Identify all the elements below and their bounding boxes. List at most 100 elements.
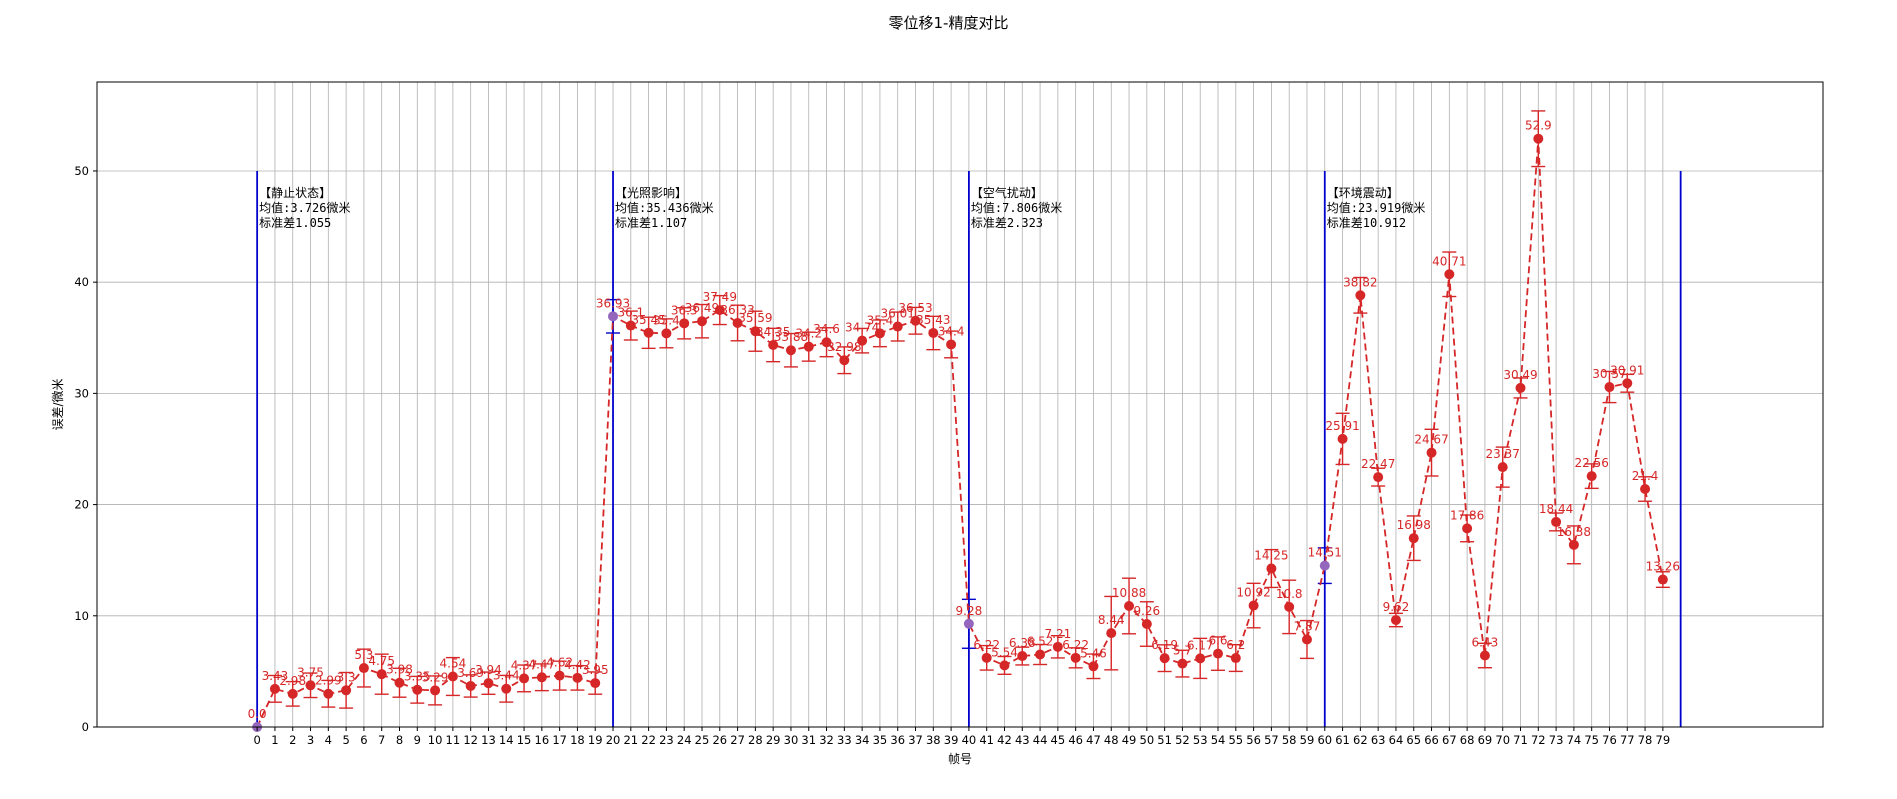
x-tick-label: 71 — [1513, 733, 1528, 747]
data-label: 8.44 — [1098, 613, 1125, 627]
y-tick-label: 40 — [74, 275, 89, 289]
data-point — [1640, 484, 1651, 495]
y-tick-label: 30 — [74, 386, 89, 400]
data-label: 7.21 — [1045, 627, 1072, 641]
x-tick-label: 21 — [623, 733, 638, 747]
data-label: 4.62 — [546, 656, 573, 670]
y-tick-label: 10 — [74, 609, 89, 623]
data-label: 25.91 — [1325, 419, 1359, 433]
data-label: 2.99 — [315, 674, 342, 688]
x-tick-label: 65 — [1406, 733, 1421, 747]
data-point — [625, 320, 636, 331]
y-tick-label: 20 — [74, 498, 89, 512]
data-point — [750, 326, 761, 337]
data-point — [928, 327, 939, 338]
data-label: 5.54 — [991, 645, 1018, 659]
data-point — [910, 315, 921, 326]
data-label: 6.2 — [1226, 638, 1245, 652]
x-tick-label: 0 — [253, 733, 260, 747]
x-tick-label: 50 — [1140, 733, 1155, 747]
data-label: 3.75 — [297, 665, 324, 679]
data-point — [1497, 462, 1508, 473]
data-point — [536, 672, 547, 683]
x-tick-label: 30 — [784, 733, 799, 747]
data-label: 10.92 — [1236, 586, 1270, 600]
y-axis-label: 误差/微米 — [51, 378, 65, 430]
data-label: 17.86 — [1450, 508, 1484, 522]
x-tick-label: 15 — [517, 733, 532, 747]
data-point — [269, 683, 280, 694]
data-point — [447, 671, 458, 682]
annotation-text: 【空气扰动】 — [971, 185, 1043, 200]
data-point — [963, 618, 974, 629]
data-point — [1088, 661, 1099, 672]
data-label: 34.4 — [938, 324, 965, 338]
data-label: 3.44 — [493, 669, 520, 683]
x-tick-label: 64 — [1389, 733, 1404, 747]
data-point — [643, 327, 654, 338]
data-point — [501, 683, 512, 694]
x-tick-label: 20 — [606, 733, 621, 747]
x-tick-label: 16 — [535, 733, 550, 747]
data-point — [465, 680, 476, 691]
x-tick-label: 44 — [1033, 733, 1048, 747]
x-tick-label: 76 — [1602, 733, 1617, 747]
x-tick-label: 5 — [342, 733, 349, 747]
x-tick-label: 37 — [908, 733, 923, 747]
x-tick-label: 56 — [1246, 733, 1261, 747]
data-point — [1408, 533, 1419, 544]
data-point — [305, 680, 316, 691]
data-label: 13.26 — [1646, 560, 1680, 574]
data-label: 32.98 — [827, 340, 861, 354]
x-tick-label: 73 — [1549, 733, 1564, 747]
plot-frame — [96, 81, 1824, 728]
data-label: 35.59 — [738, 311, 772, 325]
data-point — [1177, 658, 1188, 669]
data-point — [590, 678, 601, 689]
data-label: 35.4 — [653, 313, 680, 327]
x-tick-label: 51 — [1157, 733, 1172, 747]
data-label: 36.3 — [671, 303, 698, 317]
data-label: 36.01 — [881, 307, 915, 321]
data-label: 6.17 — [1187, 638, 1214, 652]
x-tick-label: 12 — [463, 733, 478, 747]
data-label: 6.22 — [973, 638, 1000, 652]
data-label: 6.22 — [1062, 638, 1089, 652]
x-tick-label: 33 — [837, 733, 852, 747]
data-label: 18.44 — [1539, 502, 1573, 516]
data-point — [1479, 650, 1490, 661]
data-label: 10.8 — [1276, 587, 1303, 601]
x-tick-label: 79 — [1656, 733, 1671, 747]
x-tick-label: 43 — [1015, 733, 1030, 747]
data-point — [572, 672, 583, 683]
data-label: 34.35 — [756, 325, 790, 339]
x-tick-label: 6 — [360, 733, 367, 747]
annotation-text: 均值:7.806微米 — [971, 200, 1062, 215]
data-point — [358, 663, 369, 674]
x-tick-label: 78 — [1638, 733, 1653, 747]
data-point — [1462, 523, 1473, 534]
data-point — [1284, 601, 1295, 612]
data-point — [1444, 269, 1455, 280]
x-tick-label: 75 — [1584, 733, 1599, 747]
x-tick-label: 17 — [552, 733, 567, 747]
data-label: 6.52 — [1027, 634, 1054, 648]
annotation-text: 标准差1.055 — [259, 216, 331, 230]
data-label: 52.9 — [1525, 119, 1552, 133]
x-tick-label: 32 — [819, 733, 834, 747]
data-label: 6.19 — [1151, 638, 1178, 652]
data-point — [1301, 634, 1312, 645]
annotation-text: 【环境震动】 — [1327, 185, 1399, 200]
data-point — [1195, 653, 1206, 664]
data-point — [999, 660, 1010, 671]
data-label: 6.6 — [1208, 634, 1227, 648]
data-point — [803, 341, 814, 352]
x-tick-label: 2 — [289, 733, 296, 747]
x-tick-label: 47 — [1086, 733, 1101, 747]
data-label: 9.62 — [1383, 600, 1410, 614]
data-label: 35.4 — [867, 313, 894, 327]
x-tick-label: 31 — [801, 733, 816, 747]
data-label: 36.53 — [898, 301, 932, 315]
data-label: 36.33 — [720, 303, 754, 317]
